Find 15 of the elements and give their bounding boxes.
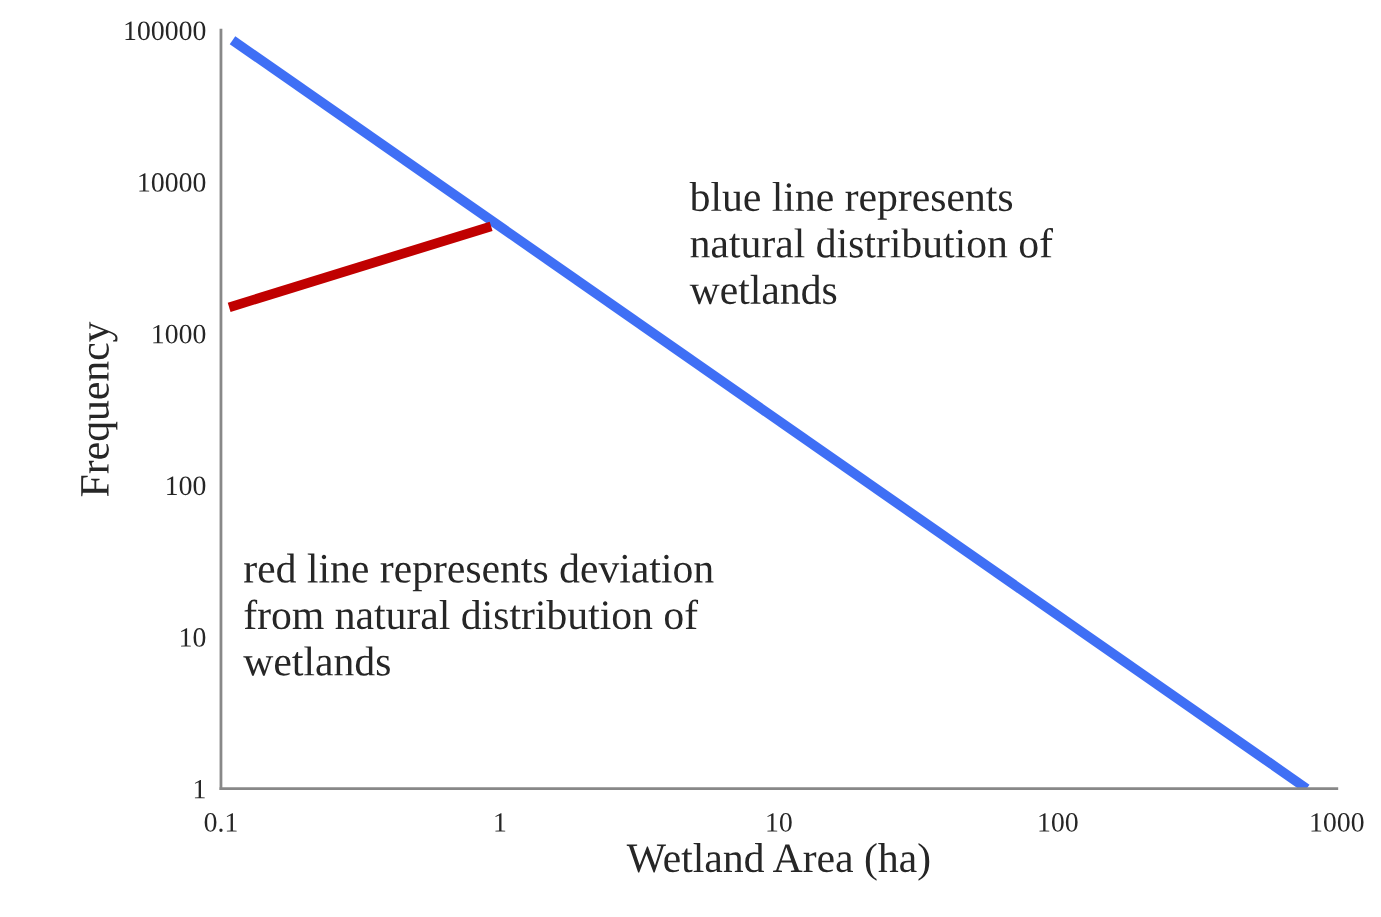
y-tick-label: 100: [167, 476, 206, 496]
y-tick-label: 10: [181, 628, 206, 647]
x-tick-label: 1: [495, 813, 506, 832]
x-tick-label: 0.1: [204, 813, 237, 832]
annotation: blue line represents natural distribution of wetlands: [689, 181, 1053, 305]
x-axis-title: Wetland Area (ha): [626, 842, 930, 881]
y-tick-label: 1000: [153, 324, 206, 344]
y-tick-label: 10000: [139, 173, 206, 192]
y-tick-label: 100000: [125, 21, 206, 41]
x-tick-label: 1000: [1311, 813, 1364, 832]
y-tick-label: 1: [194, 779, 205, 799]
annotation: red line represents deviation from natural distribution of wetlands: [243, 553, 714, 676]
x-tick-label: 10: [767, 813, 792, 832]
y-axis-title: Frequency: [81, 321, 118, 497]
x-tick-label: 100: [1039, 813, 1078, 832]
